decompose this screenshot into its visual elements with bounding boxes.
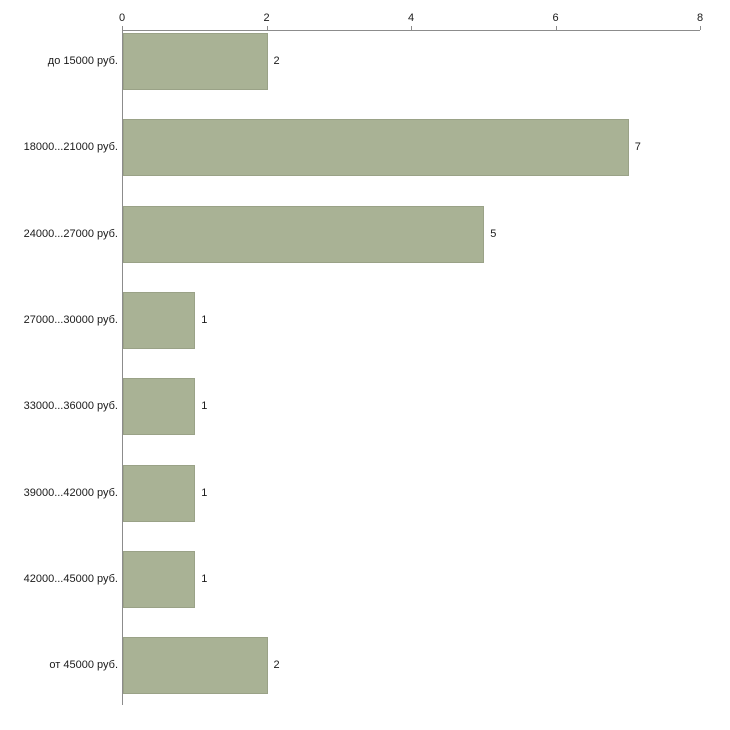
bar bbox=[123, 33, 268, 90]
x-tick-mark bbox=[700, 26, 701, 30]
plot-area bbox=[122, 30, 700, 705]
category-label: 24000...27000 руб. bbox=[23, 227, 118, 240]
bar bbox=[123, 291, 196, 349]
value-label: 1 bbox=[201, 486, 208, 499]
x-tick-label: 4 bbox=[407, 12, 415, 24]
category-label: 33000...36000 руб. bbox=[23, 400, 118, 413]
x-tick-mark bbox=[411, 26, 412, 30]
x-tick-label: 2 bbox=[263, 12, 270, 24]
category-label: 27000...30000 руб. bbox=[23, 313, 118, 326]
x-tick-label: 6 bbox=[552, 12, 559, 24]
bar bbox=[123, 119, 629, 177]
value-label: 1 bbox=[201, 572, 208, 585]
x-tick-mark bbox=[122, 26, 123, 30]
value-label: 2 bbox=[273, 55, 280, 67]
x-tick-label: 8 bbox=[696, 12, 704, 24]
x-tick-mark bbox=[555, 26, 557, 30]
bar bbox=[123, 378, 196, 436]
value-label: 7 bbox=[634, 141, 641, 154]
value-label: 2 bbox=[273, 659, 280, 672]
bar bbox=[123, 550, 196, 608]
category-label: до 15000 руб. bbox=[47, 55, 118, 67]
category-label: 42000...45000 руб. bbox=[23, 572, 118, 585]
bar bbox=[123, 637, 268, 695]
x-tick-label: 0 bbox=[118, 12, 126, 24]
bar bbox=[123, 464, 196, 522]
category-label: 39000...42000 руб. bbox=[23, 486, 118, 499]
value-label: 5 bbox=[490, 227, 497, 240]
category-label: 18000...21000 руб. bbox=[23, 141, 118, 154]
value-label: 1 bbox=[201, 313, 208, 326]
x-tick-mark bbox=[266, 26, 268, 30]
value-label: 1 bbox=[201, 400, 208, 413]
category-label: от 45000 руб. bbox=[49, 659, 118, 672]
bar bbox=[123, 205, 485, 263]
